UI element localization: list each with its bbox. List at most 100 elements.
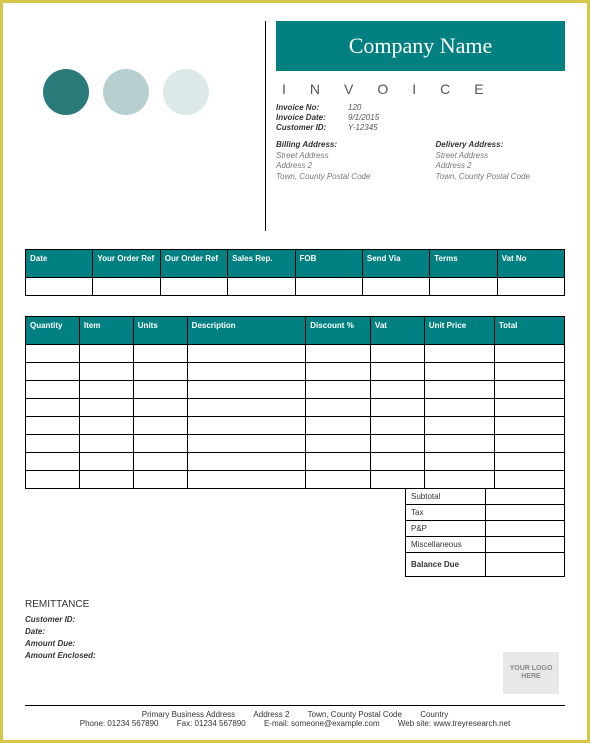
item-cell [306,417,371,435]
items-header-0: Quantity [26,317,80,345]
balance-value [486,553,565,577]
order-cell-3 [228,278,295,296]
item-cell [79,435,133,453]
footer-line-2: Phone: 01234 567890 Fax: 01234 567890 E-… [25,719,565,728]
item-cell [424,381,494,399]
item-cell [306,399,371,417]
footer-address1: Primary Business Address [142,710,235,719]
order-header-3: Sales Rep. [228,250,295,278]
order-header-5: Send Via [362,250,429,278]
item-cell [424,417,494,435]
header-section: Company Name INVOICE Invoice No: 120 Inv… [25,21,565,231]
line-item-row [26,417,565,435]
items-header-5: Vat [370,317,424,345]
logo-placeholder: YOUR LOGO HERE [503,652,559,694]
billing-address: Billing Address: Street Address Address … [276,140,406,182]
item-cell [187,435,306,453]
item-cell [26,363,80,381]
item-cell [187,345,306,363]
item-cell [370,399,424,417]
order-header-6: Terms [430,250,497,278]
circle-3 [163,69,209,115]
order-header-0: Date [26,250,93,278]
line-item-row [26,381,565,399]
footer-website: Web site: www.treyresearch.net [398,719,510,728]
billing-line2: Address 2 [276,161,406,171]
item-cell [370,381,424,399]
billing-line3: Town, County Postal Code [276,172,406,182]
line-item-row [26,435,565,453]
line-item-row [26,453,565,471]
item-cell [424,399,494,417]
items-header-3: Description [187,317,306,345]
order-cell-0 [26,278,93,296]
order-header-7: Vat No [497,250,564,278]
order-cell-5 [362,278,429,296]
item-cell [133,345,187,363]
items-header-7: Total [494,317,564,345]
items-header-2: Units [133,317,187,345]
line-item-row [26,471,565,489]
delivery-line3: Town, County Postal Code [436,172,566,182]
footer-line-1: Primary Business Address Address 2 Town,… [25,710,565,719]
item-cell [494,453,564,471]
item-cell [26,381,80,399]
order-header-2: Our Order Ref [160,250,227,278]
order-cell-7 [497,278,564,296]
item-cell [26,435,80,453]
delivery-line2: Address 2 [436,161,566,171]
company-name-banner: Company Name [276,21,565,71]
item-cell [26,471,80,489]
item-cell [26,399,80,417]
circle-2 [103,69,149,115]
item-cell [133,471,187,489]
tax-value [486,505,565,521]
item-cell [187,381,306,399]
item-cell [494,381,564,399]
item-cell [79,381,133,399]
pp-value [486,521,565,537]
item-cell [494,417,564,435]
item-cell [370,345,424,363]
item-cell [306,471,371,489]
item-cell [79,363,133,381]
item-cell [79,471,133,489]
item-cell [187,399,306,417]
item-cell [306,435,371,453]
items-header-4: Discount % [306,317,371,345]
circle-1 [43,69,89,115]
footer-address2: Address 2 [253,710,289,719]
item-cell [133,399,187,417]
line-items-table: QuantityItemUnitsDescriptionDiscount %Va… [25,316,565,489]
item-cell [424,345,494,363]
item-cell [79,345,133,363]
header-right: Company Name INVOICE Invoice No: 120 Inv… [276,21,565,231]
item-cell [370,363,424,381]
order-info-table: DateYour Order RefOur Order RefSales Rep… [25,249,565,296]
item-cell [133,381,187,399]
item-cell [424,363,494,381]
item-cell [133,363,187,381]
item-cell [370,453,424,471]
items-header-6: Unit Price [424,317,494,345]
item-cell [26,417,80,435]
address-row: Billing Address: Street Address Address … [276,140,565,182]
invoice-no-label: Invoice No: [276,103,348,112]
item-cell [79,453,133,471]
billing-line1: Street Address [276,151,406,161]
item-cell [26,345,80,363]
customer-id-label: Customer ID: [276,123,348,132]
order-cell-2 [160,278,227,296]
item-cell [306,453,371,471]
footer-country: Country [420,710,448,719]
subtotal-value [486,489,565,505]
item-cell [494,399,564,417]
item-cell [187,363,306,381]
pp-label: P&P [406,521,486,537]
footer-fax: Fax: 01234 567890 [177,719,246,728]
billing-title: Billing Address: [276,140,406,149]
tax-label: Tax [406,505,486,521]
item-cell [370,417,424,435]
item-cell [494,345,564,363]
item-cell [424,453,494,471]
